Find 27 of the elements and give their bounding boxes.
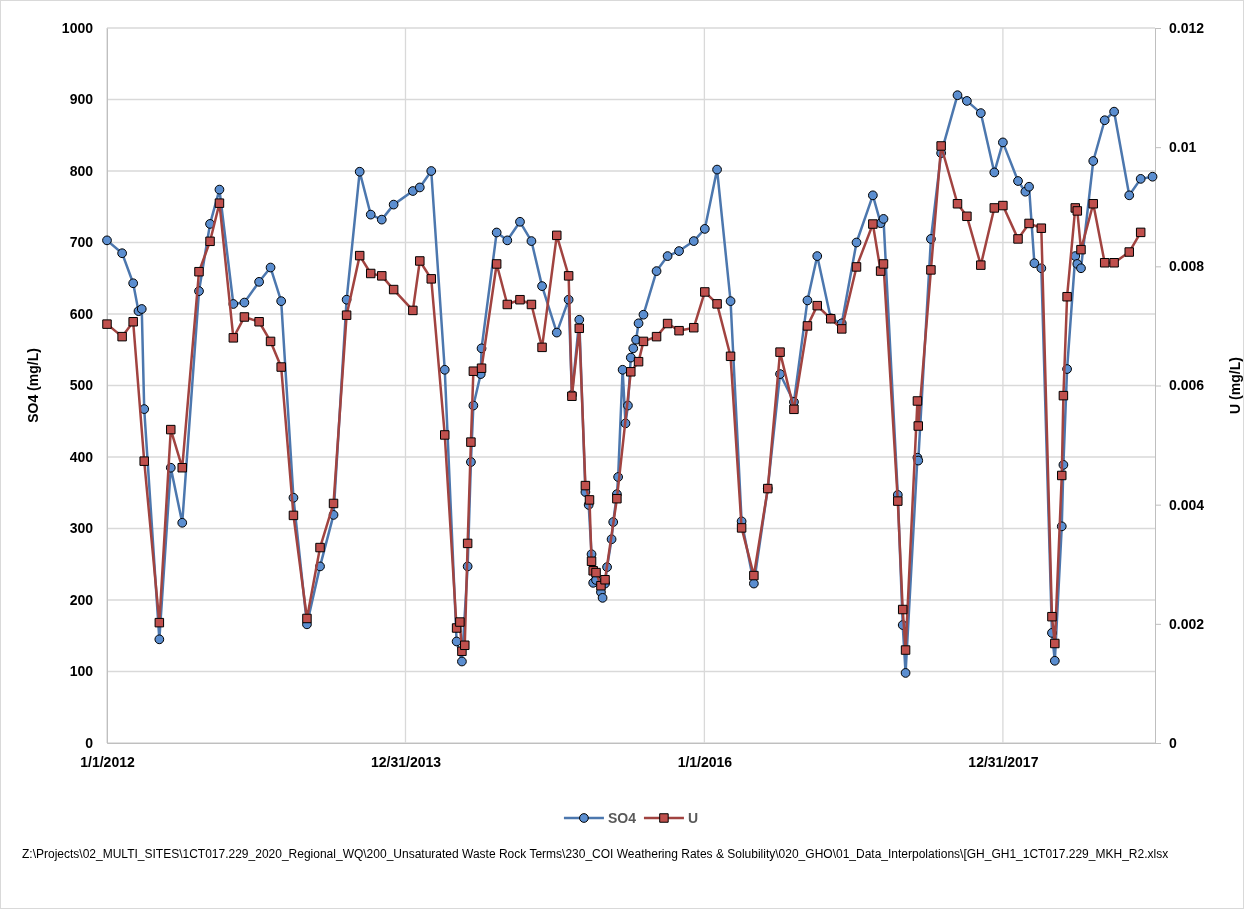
- y2-axis-title: U (mg/L): [1227, 357, 1243, 414]
- y2-tick-label: 0.004: [1169, 496, 1205, 513]
- y-tick-label: 900: [69, 91, 94, 108]
- legend-label: U: [687, 810, 699, 826]
- y2-tick-label: 0: [1169, 734, 1177, 751]
- y-tick-label: 200: [69, 591, 94, 608]
- y-tick-label: 500: [69, 377, 94, 394]
- x-tick-label: 1/1/2016: [677, 753, 733, 770]
- y-tick-label: 400: [69, 448, 94, 465]
- x-tick-label: 1/1/2012: [80, 753, 135, 770]
- y-tick-label: 600: [69, 305, 94, 322]
- y-tick-label: 1000: [61, 19, 94, 36]
- y-axis-title: SO4 (mg/L): [25, 348, 41, 423]
- y-tick-label: 700: [69, 234, 94, 251]
- y2-tick-label: 0.002: [1169, 615, 1205, 632]
- x-tick-label: 12/31/2017: [968, 753, 1039, 770]
- y2-tick-label: 0.006: [1169, 377, 1205, 394]
- y-tick-label: 300: [69, 520, 94, 537]
- y-tick-label: 0: [85, 734, 94, 751]
- y2-tick-label: 0.012: [1169, 19, 1205, 36]
- x-tick-label: 12/31/2013: [370, 753, 442, 770]
- text: Z:\Projects\02_MULTI_SITES\1CT017.229_2020_Regional_WQ\200_Unsaturated Waste Rock Terms\230_COI Weathering Rates & Solubility\020_GHO\01_Data_Interpolations\[GH_GH1_1CT017.229_MKH_R2.xlsx: [22, 847, 1169, 861]
- y-tick-label: 100: [69, 663, 94, 680]
- y2-tick-label: 0.01: [1169, 139, 1197, 156]
- y-tick-label: 800: [69, 162, 94, 179]
- y2-tick-label: 0.008: [1169, 258, 1205, 275]
- legend-label: SO4: [607, 810, 637, 826]
